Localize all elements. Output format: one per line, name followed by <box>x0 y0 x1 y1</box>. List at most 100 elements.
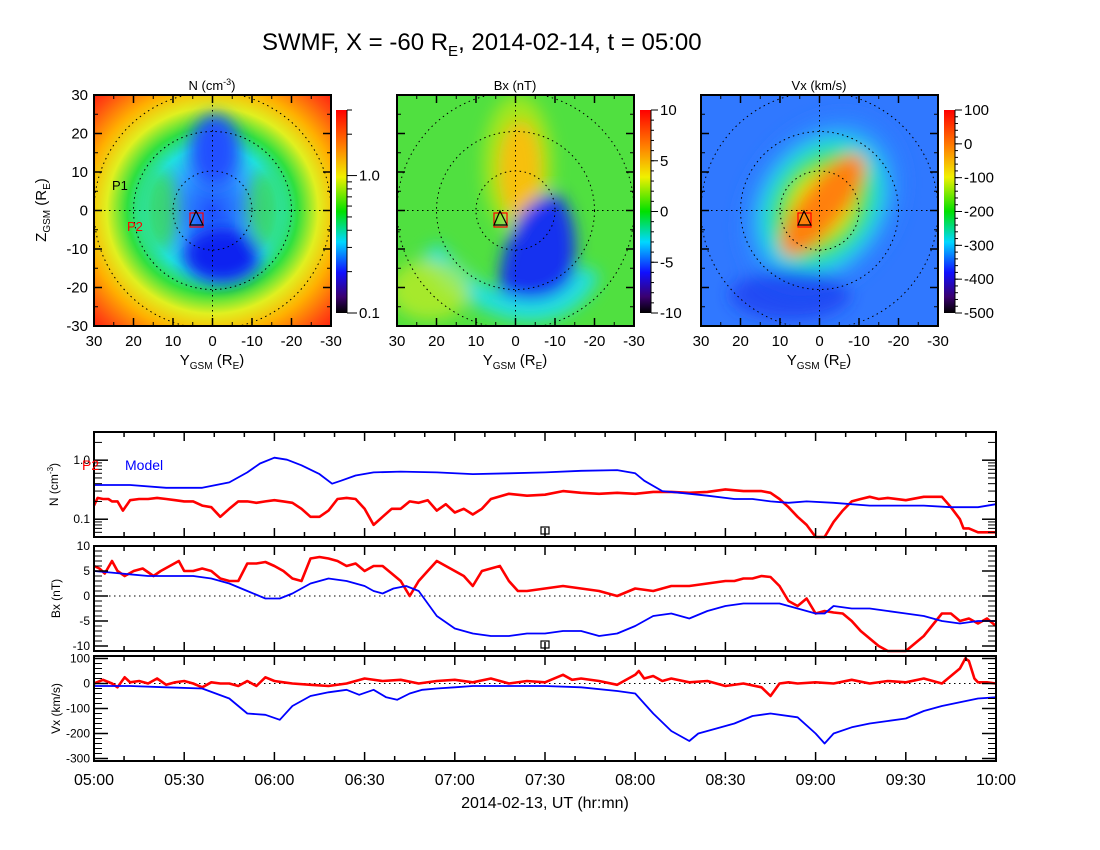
x-tick-label: -30 <box>320 333 342 350</box>
bx-grid <box>397 95 634 326</box>
colorbar-tick-label: -10 <box>660 305 682 322</box>
bx-panel: Bx (nT) 30 20 10 0 -10 -20 -30 YGSM (RE) 10 5 0 -… <box>389 78 682 372</box>
bx-xlabel: YGSM (RE) <box>483 352 547 372</box>
timeseries-xlabel: 2014-02-13, UT (hr:mn) <box>461 795 629 812</box>
x-tick-label: 0 <box>511 333 519 350</box>
colorbar-tick-label: -300 <box>964 237 994 254</box>
y-tick-label: 100 <box>70 652 90 666</box>
x-tick-label: 10:00 <box>976 772 1016 789</box>
x-tick-label: 05:30 <box>164 772 204 789</box>
colorbar-tick-label: 0.1 <box>359 305 380 322</box>
x-tick-label: -20 <box>888 333 910 350</box>
y-tick-label: -30 <box>66 318 88 335</box>
series-line-model <box>93 570 996 637</box>
x-tick-label: -10 <box>848 333 870 350</box>
y-tick-label: -20 <box>66 280 88 297</box>
y-tick-label: -5 <box>79 614 90 628</box>
series-line-p2 <box>93 657 997 698</box>
vx-title: Vx (km/s) <box>792 78 847 93</box>
y-tick-label: -200 <box>66 727 90 741</box>
x-tick-label: -30 <box>927 333 949 350</box>
vx-colorbar-ticks: 100 0 -100 -200 -300 -400 -500 <box>954 102 994 322</box>
density-xlabel: YGSM (RE) <box>180 352 244 372</box>
vx-panel: Vx (km/s) 30 20 10 0 -10 -20 -30 YGSM (RE) 100… <box>693 78 994 372</box>
x-tick-label: 09:00 <box>796 772 836 789</box>
x-tick-label: 10 <box>468 333 485 350</box>
bx-title: Bx (nT) <box>494 78 537 93</box>
x-tick-label: 05:00 <box>74 772 114 789</box>
legend-p2: P2 <box>82 457 99 473</box>
series-line-model <box>94 456 997 509</box>
y-tick-label: 0.1 <box>73 512 90 526</box>
x-tick-label: -20 <box>281 333 303 350</box>
legend-model: Model <box>125 457 163 473</box>
colorbar-tick-label: -100 <box>964 170 994 187</box>
y-tick-label: -300 <box>66 752 90 766</box>
vx-colorbar <box>944 110 955 313</box>
y-tick-label: -10 <box>73 639 91 653</box>
y-tick-label: 30 <box>71 87 88 104</box>
x-tick-label: 10 <box>772 333 789 350</box>
timeseries-panel-0: 1.0 0.1 N (cm-3) <box>46 431 997 539</box>
bx-colorbar <box>640 110 651 313</box>
marker-label-p1: P1 <box>112 178 128 193</box>
colorbar-tick-label: 10 <box>660 102 677 119</box>
x-tick-label: 0 <box>208 333 216 350</box>
colorbar-tick-label: -500 <box>964 305 994 322</box>
current-time-marker <box>540 640 550 649</box>
x-tick-label: 20 <box>428 333 445 350</box>
colorbar-tick-label: 5 <box>660 153 668 170</box>
density-title: N (cm-3) <box>188 77 235 93</box>
timeseries-ylabel: N (cm-3) <box>46 463 61 506</box>
y-tick-label: 20 <box>71 126 88 143</box>
x-tick-label: 30 <box>86 333 103 350</box>
current-time-marker <box>540 526 550 535</box>
x-tick-label: -30 <box>623 333 645 350</box>
x-tick-label: 10 <box>165 333 182 350</box>
timeseries-frame <box>93 431 997 538</box>
x-tick-label: 07:30 <box>525 772 565 789</box>
x-tick-label: 06:00 <box>254 772 294 789</box>
x-tick-label: 08:00 <box>615 772 655 789</box>
colorbar-tick-label: -200 <box>964 204 994 221</box>
x-tick-label: 30 <box>389 333 406 350</box>
y-tick-label: 1.0 <box>73 453 90 467</box>
spacecraft-marker <box>189 209 204 228</box>
x-tick-label: 0 <box>815 333 823 350</box>
p1-triangle-marker <box>189 209 204 226</box>
bx-ticks: 30 20 10 0 -10 -20 -30 <box>389 94 645 350</box>
y-tick-label: 10 <box>77 539 91 553</box>
x-tick-label: 07:00 <box>435 772 475 789</box>
timeseries-panel-2: 100 0 -100 -200 -300 Vx (km/s) <box>49 652 997 766</box>
vx-ticks: 30 20 10 0 -10 -20 -30 <box>693 94 949 350</box>
x-tick-label: 20 <box>732 333 749 350</box>
spacecraft-marker <box>493 209 508 228</box>
x-tick-label: 20 <box>125 333 142 350</box>
x-tick-label: 08:30 <box>705 772 745 789</box>
density-panel: N (cm-3) 30 20 10 0 -10 -20 -303020100-10-20-3… <box>33 77 380 372</box>
x-tick-label: 09:30 <box>886 772 926 789</box>
density-colorbar-ticks: 1.0 0.1 <box>346 109 380 322</box>
x-tick-label: -20 <box>584 333 606 350</box>
vx-heatmap <box>701 95 938 326</box>
colorbar-tick-label: 0 <box>964 136 972 153</box>
timeseries-ylabel: Bx (nT) <box>49 579 63 618</box>
series-line-model <box>94 685 997 745</box>
x-tick-label: -10 <box>544 333 566 350</box>
timeseries-panels: 1.0 0.1 N (cm-3) 10 5 0 -5 -10 Bx (nT) 100 0 -100 -2… <box>46 431 1016 789</box>
colorbar-tick-label: 0 <box>660 204 668 221</box>
y-tick-label: -100 <box>66 702 90 716</box>
y-tick-label: 0 <box>80 203 88 220</box>
colorbar-tick-label: -400 <box>964 271 994 288</box>
series-line-p2 <box>93 555 997 653</box>
y-tick-label: 5 <box>83 564 90 578</box>
density-ylabel: ZGSM (RE) <box>33 178 53 242</box>
x-tick-label: 06:30 <box>345 772 385 789</box>
colorbar-tick-label: -5 <box>660 254 673 271</box>
colorbar-tick-label: 100 <box>964 102 989 119</box>
p1-triangle-marker <box>797 209 812 226</box>
timeseries-panel-1: 10 5 0 -5 -10 Bx (nT) <box>49 539 997 653</box>
marker-label-p2: P2 <box>127 219 143 234</box>
bx-colorbar-ticks: 10 5 0 -5 -10 <box>650 102 682 322</box>
